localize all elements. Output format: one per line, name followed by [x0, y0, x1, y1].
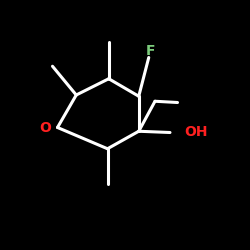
Text: O: O [40, 120, 51, 134]
Text: OH: OH [184, 126, 208, 140]
Text: F: F [145, 44, 155, 58]
